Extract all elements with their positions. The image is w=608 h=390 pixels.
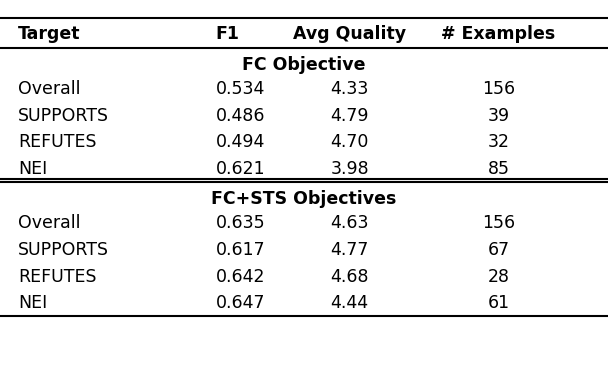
Text: 0.635: 0.635 (216, 215, 266, 232)
Text: NEI: NEI (18, 160, 47, 178)
Text: 4.33: 4.33 (330, 80, 369, 98)
Text: 3.98: 3.98 (330, 160, 369, 178)
Text: NEI: NEI (18, 294, 47, 312)
Text: 39: 39 (488, 107, 510, 125)
Text: 67: 67 (488, 241, 510, 259)
Text: Avg Quality: Avg Quality (293, 25, 406, 43)
Text: 4.44: 4.44 (331, 294, 368, 312)
Text: FC Objective: FC Objective (242, 56, 366, 74)
Text: REFUTES: REFUTES (18, 268, 97, 285)
Text: # Examples: # Examples (441, 25, 556, 43)
Text: 0.617: 0.617 (216, 241, 266, 259)
Text: F1: F1 (216, 25, 240, 43)
Text: 4.70: 4.70 (330, 133, 369, 151)
Text: 0.647: 0.647 (216, 294, 265, 312)
Text: 156: 156 (482, 215, 515, 232)
Text: Overall: Overall (18, 80, 81, 98)
Text: 156: 156 (482, 80, 515, 98)
Text: 4.77: 4.77 (330, 241, 369, 259)
Text: REFUTES: REFUTES (18, 133, 97, 151)
Text: 4.63: 4.63 (330, 215, 369, 232)
Text: SUPPORTS: SUPPORTS (18, 107, 109, 125)
Text: 0.642: 0.642 (216, 268, 265, 285)
Text: FC+STS Objectives: FC+STS Objectives (212, 190, 396, 208)
Text: Overall: Overall (18, 215, 81, 232)
Text: 28: 28 (488, 268, 510, 285)
Text: 61: 61 (488, 294, 510, 312)
Text: 0.621: 0.621 (216, 160, 266, 178)
Text: SUPPORTS: SUPPORTS (18, 241, 109, 259)
Text: 0.494: 0.494 (216, 133, 265, 151)
Text: 0.486: 0.486 (216, 107, 265, 125)
Text: Target: Target (18, 25, 81, 43)
Text: 4.79: 4.79 (330, 107, 369, 125)
Text: 4.68: 4.68 (330, 268, 369, 285)
Text: 85: 85 (488, 160, 510, 178)
Text: 0.534: 0.534 (216, 80, 265, 98)
Text: 32: 32 (488, 133, 510, 151)
